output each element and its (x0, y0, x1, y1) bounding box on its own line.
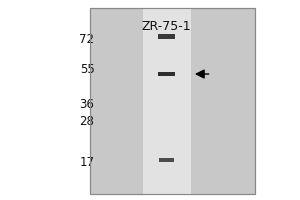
Text: 55: 55 (80, 63, 94, 76)
Bar (142, 8, 190, 194)
Text: 36: 36 (80, 98, 94, 111)
Bar (90, 8, 255, 194)
Bar (90, 8, 255, 194)
Text: 28: 28 (80, 115, 94, 128)
Text: ZR-75-1: ZR-75-1 (142, 20, 191, 33)
Bar (159, 158, 174, 162)
Bar (158, 72, 175, 76)
Text: 17: 17 (80, 156, 94, 169)
Text: 72: 72 (80, 33, 94, 46)
Bar (158, 34, 175, 39)
